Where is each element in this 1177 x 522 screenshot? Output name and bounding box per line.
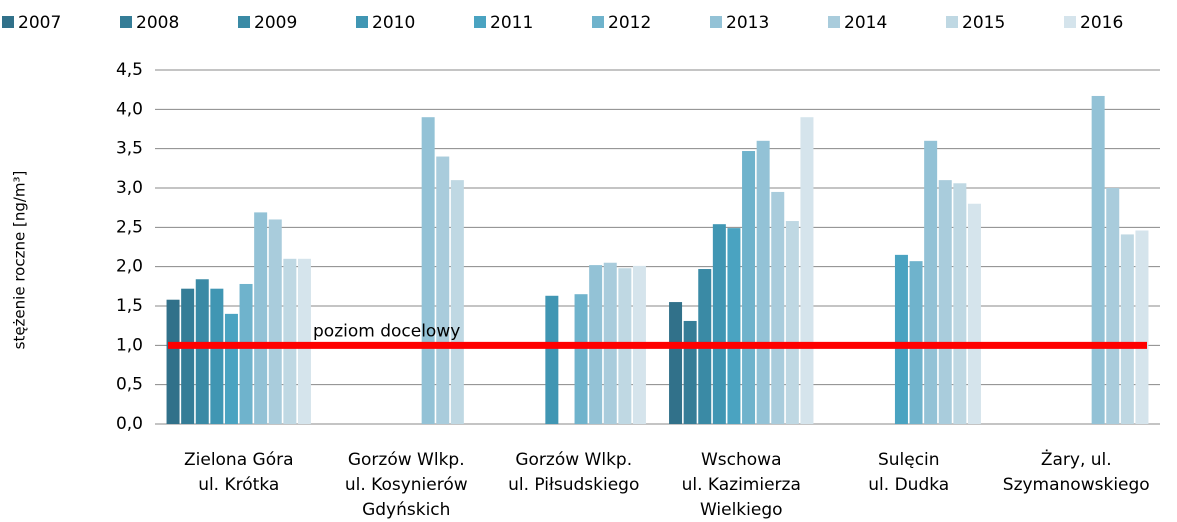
bar [239,283,253,424]
legend-label: 2009 [254,13,297,33]
bar [421,117,435,424]
legend-swatch [120,16,132,28]
bar [268,219,282,424]
bar [683,320,697,424]
bar [742,151,756,424]
bar [210,288,224,424]
legend-swatch [2,16,14,28]
y-tick-label: 3,5 [116,139,143,159]
bar [574,294,588,424]
x-tick-label: Szymanowskiego [1003,475,1150,495]
legend-label: 2007 [18,13,61,33]
bar [297,258,311,424]
bar [181,288,195,424]
x-tick-label: Wschowa [701,450,782,470]
y-tick-label: 0,0 [116,414,143,434]
legend-label: 2010 [372,13,415,33]
bar [800,117,814,424]
x-tick-label: ul. Kosynierów [345,475,468,495]
y-tick-label: 1,5 [116,296,143,316]
y-tick-label: 2,0 [116,257,143,277]
bar [756,140,770,425]
bar [771,191,785,424]
bar [224,313,238,424]
y-tick-label: 2,5 [116,217,143,237]
bar [669,302,683,424]
legend-label: 2011 [490,13,533,33]
legend-swatch [592,16,604,28]
bar [545,295,559,424]
bar [166,299,180,424]
legend-swatch [238,16,250,28]
bar [727,228,741,424]
bar [450,180,464,424]
bar [1135,230,1149,424]
legend-swatch [710,16,722,28]
bar [1120,234,1134,424]
bar [1106,188,1120,424]
x-tick-label: ul. Kazimierza [682,475,801,495]
x-tick-label: ul. Krótka [198,475,279,495]
x-tick-label: Gdyńskich [362,500,450,520]
legend-label: 2012 [608,13,651,33]
legend-swatch [946,16,958,28]
bar [924,140,938,425]
y-tick-label: 3,0 [116,178,143,198]
x-tick-label: Sulęcin [878,450,940,470]
y-tick-label: 1,0 [116,335,143,355]
legend-swatch [356,16,368,28]
y-tick-label: 4,0 [116,99,143,119]
legend-label: 2014 [844,13,887,33]
y-axis-label: stężenie roczne [ng/m³] [11,171,29,350]
x-tick-label: Wielkiego [700,500,783,520]
bar [1091,95,1105,425]
legend-label: 2013 [726,13,769,33]
x-tick-label: Zielona Góra [184,450,294,470]
x-tick-label: Żary, ul. [1041,449,1112,470]
bar [254,212,268,424]
bar [967,203,981,424]
x-tick-label: ul. Piłsudskiego [508,475,639,495]
x-tick-label: Gorzów Wlkp. [515,450,632,470]
legend-swatch [1064,16,1076,28]
bar [195,279,209,424]
bar [938,180,952,424]
y-tick-label: 0,5 [116,375,143,395]
bar [436,156,450,425]
legend-swatch [828,16,840,28]
legend-swatch [474,16,486,28]
x-tick-label: Gorzów Wlkp. [348,450,465,470]
legend-label: 2008 [136,13,179,33]
bar [894,254,908,424]
y-tick-label: 4,5 [116,60,143,80]
bar [785,221,799,424]
x-tick-label: ul. Dudka [868,475,949,495]
reference-label: poziom docelowy [313,321,460,341]
bar [712,224,726,424]
bar [953,183,967,424]
legend-label: 2015 [962,13,1005,33]
bar [283,258,297,424]
legend-label: 2016 [1080,13,1123,33]
